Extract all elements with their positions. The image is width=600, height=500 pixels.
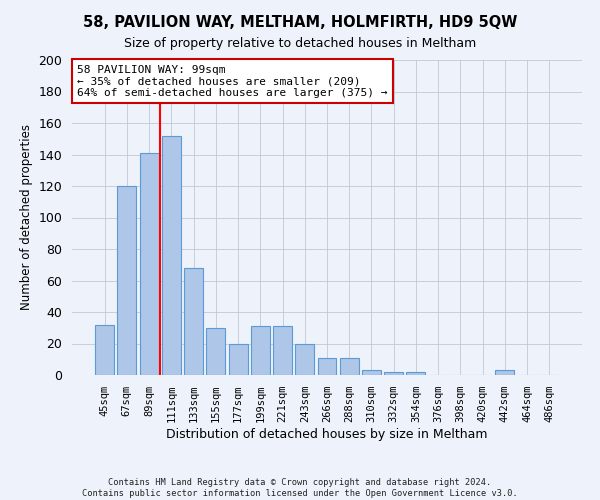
Y-axis label: Number of detached properties: Number of detached properties [20, 124, 33, 310]
Bar [317, 358, 337, 375]
X-axis label: Distribution of detached houses by size in Meltham: Distribution of detached houses by size … [166, 428, 488, 441]
Bar [362, 370, 381, 375]
Bar [95, 324, 114, 375]
Bar [118, 186, 136, 375]
Bar [406, 372, 425, 375]
Bar [229, 344, 248, 375]
Bar [206, 328, 225, 375]
Bar [273, 326, 292, 375]
Bar [496, 370, 514, 375]
Text: 58, PAVILION WAY, MELTHAM, HOLMFIRTH, HD9 5QW: 58, PAVILION WAY, MELTHAM, HOLMFIRTH, HD… [83, 15, 517, 30]
Text: Size of property relative to detached houses in Meltham: Size of property relative to detached ho… [124, 38, 476, 51]
Bar [162, 136, 181, 375]
Bar [295, 344, 314, 375]
Bar [140, 153, 158, 375]
Bar [184, 268, 203, 375]
Text: Contains HM Land Registry data © Crown copyright and database right 2024.
Contai: Contains HM Land Registry data © Crown c… [82, 478, 518, 498]
Bar [251, 326, 270, 375]
Bar [340, 358, 359, 375]
Text: 58 PAVILION WAY: 99sqm
← 35% of detached houses are smaller (209)
64% of semi-de: 58 PAVILION WAY: 99sqm ← 35% of detached… [77, 64, 388, 98]
Bar [384, 372, 403, 375]
